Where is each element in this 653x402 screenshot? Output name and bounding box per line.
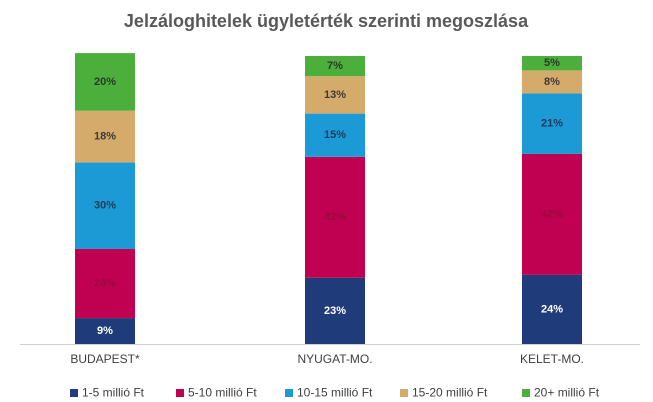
bar-segment [75, 318, 135, 344]
data-label: 24% [541, 303, 563, 315]
legend-swatch [400, 389, 408, 397]
bar-segment [75, 53, 135, 111]
chart-title: Jelzáloghitelek ügyletérték szerinti meg… [124, 11, 529, 31]
bar-segment [522, 56, 582, 71]
data-label: 20% [94, 76, 116, 88]
data-label: 24% [94, 277, 116, 289]
data-label: 5% [544, 57, 560, 69]
legend-label: 1-5 millió Ft [82, 386, 145, 400]
data-label: 7% [327, 60, 343, 72]
legend-swatch [285, 389, 293, 397]
bar-segment [305, 76, 365, 114]
legend-label: 20+ millió Ft [534, 386, 600, 400]
bar-segment [75, 248, 135, 319]
bar-segment [305, 156, 365, 278]
data-label: 13% [324, 89, 346, 101]
legend-swatch [70, 389, 78, 397]
x-tick-label: KELET-MO. [520, 352, 584, 366]
bar-segment [75, 110, 135, 163]
bar-segment [522, 274, 582, 344]
x-tick-label: BUDAPEST* [70, 352, 140, 366]
data-label: 23% [324, 305, 346, 317]
bar-segment [305, 113, 365, 157]
legend-swatch [522, 389, 530, 397]
x-tick-label: NYUGAT-MO. [297, 352, 372, 366]
data-label: 42% [541, 208, 563, 220]
legend-label: 5-10 millió Ft [188, 386, 257, 400]
bar-segment [305, 277, 365, 344]
legend-swatch [176, 389, 184, 397]
bar-segment [522, 93, 582, 154]
data-label: 8% [544, 76, 560, 88]
bar-segment [522, 70, 582, 94]
data-label: 18% [94, 131, 116, 143]
legend-label: 10-15 millió Ft [297, 386, 373, 400]
bar-segment [305, 56, 365, 77]
bar-segment [522, 153, 582, 275]
legend-label: 15-20 millió Ft [412, 386, 488, 400]
data-label: 9% [97, 325, 113, 337]
data-label: 21% [541, 118, 563, 130]
bar-segment [75, 162, 135, 249]
data-label: 15% [324, 129, 346, 141]
data-label: 30% [94, 200, 116, 212]
data-label: 42% [324, 211, 346, 223]
